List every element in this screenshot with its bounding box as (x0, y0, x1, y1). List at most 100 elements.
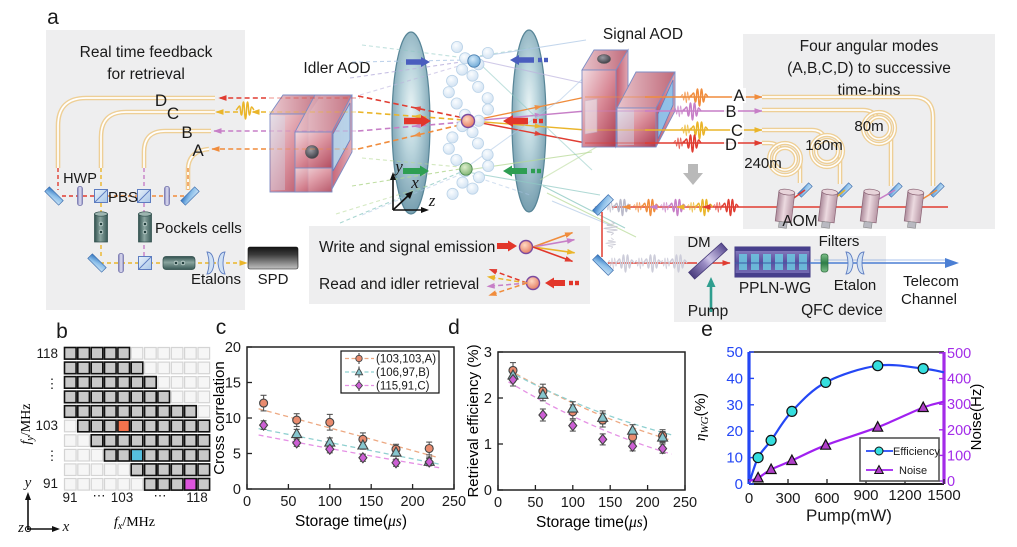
svg-text:20: 20 (726, 423, 743, 440)
svg-text:Real time feedback: Real time feedback (80, 44, 213, 61)
svg-text:0: 0 (745, 490, 753, 507)
svg-text:100: 100 (318, 494, 342, 510)
svg-text:91: 91 (62, 490, 77, 505)
svg-text:B: B (181, 123, 192, 142)
svg-text:PBS: PBS (108, 189, 138, 206)
svg-text:D: D (155, 91, 167, 110)
svg-text:0: 0 (484, 483, 492, 499)
svg-text:fy/MHz: fy/MHz (19, 403, 36, 444)
svg-text:e: e (701, 318, 713, 341)
svg-text:(A,B,C,D) to successive: (A,B,C,D) to successive (787, 60, 951, 77)
svg-text:AOM: AOM (782, 213, 817, 230)
svg-text:600: 600 (814, 490, 839, 507)
svg-text:Storage time(μs): Storage time(μs) (536, 514, 648, 531)
svg-text:ηWG(%): ηWG(%) (692, 393, 711, 441)
svg-text:5: 5 (233, 447, 241, 463)
svg-text:for retrieval: for retrieval (107, 66, 185, 83)
svg-text:250: 250 (442, 494, 466, 510)
svg-text:⋯: ⋯ (93, 488, 106, 503)
svg-text:a: a (47, 6, 59, 29)
svg-text:10: 10 (225, 411, 241, 427)
svg-text:0: 0 (947, 474, 955, 490)
svg-text:3: 3 (484, 345, 492, 361)
svg-text:Retrieval efficiency (%): Retrieval efficiency (%) (465, 344, 482, 497)
svg-text:2: 2 (484, 391, 492, 407)
svg-text:1500: 1500 (927, 487, 960, 504)
svg-text:DM: DM (687, 234, 710, 251)
svg-text:91: 91 (43, 476, 58, 491)
svg-text:200: 200 (635, 495, 659, 511)
svg-text:118: 118 (36, 346, 58, 361)
svg-text:x: x (62, 519, 70, 535)
svg-text:15: 15 (225, 376, 241, 392)
svg-text:Etalons: Etalons (191, 271, 241, 288)
svg-text:30: 30 (726, 397, 743, 414)
svg-text:d: d (448, 316, 460, 339)
svg-text:y: y (393, 157, 403, 176)
svg-text:Filters: Filters (819, 233, 860, 250)
svg-text:Storage time(μs): Storage time(μs) (295, 513, 407, 530)
svg-text:100: 100 (947, 448, 971, 464)
svg-text:0: 0 (243, 494, 251, 510)
svg-text:z: z (17, 520, 24, 536)
svg-text:Write and signal emission: Write and signal emission (319, 239, 495, 256)
svg-text:Four angular modes: Four angular modes (800, 38, 939, 55)
svg-text:160m: 160m (805, 137, 843, 154)
svg-text:Idler AOD: Idler AOD (303, 60, 370, 77)
svg-text:D: D (725, 136, 737, 154)
svg-text:(106,97,B): (106,97,B) (376, 367, 430, 379)
svg-text:240m: 240m (744, 155, 782, 172)
svg-text:Read and idler retrieval: Read and idler retrieval (319, 276, 479, 293)
svg-text:1: 1 (484, 437, 492, 453)
svg-text:Telecom: Telecom (903, 273, 959, 290)
svg-text:400: 400 (947, 372, 971, 388)
svg-text:Signal AOD: Signal AOD (603, 26, 683, 43)
svg-text:C: C (731, 122, 743, 140)
svg-text:(103,103,A): (103,103,A) (376, 354, 436, 366)
svg-text:y: y (23, 475, 32, 491)
svg-text:⋮: ⋮ (46, 376, 59, 391)
svg-text:20: 20 (225, 340, 241, 356)
svg-text:Channel: Channel (901, 291, 957, 308)
svg-text:300: 300 (947, 397, 971, 413)
svg-text:A: A (192, 141, 204, 160)
svg-text:(115,91,C): (115,91,C) (376, 381, 430, 393)
svg-text:50: 50 (527, 495, 543, 511)
svg-text:Pockels cells: Pockels cells (155, 220, 242, 237)
svg-text:Cross correlation: Cross correlation (211, 361, 228, 474)
svg-text:z: z (428, 191, 436, 210)
svg-text:100: 100 (561, 495, 585, 511)
svg-text:Etalon: Etalon (834, 277, 877, 294)
svg-text:x: x (410, 173, 419, 192)
svg-text:b: b (56, 320, 68, 343)
svg-text:Pump(mW): Pump(mW) (806, 506, 892, 525)
svg-text:Noise: Noise (899, 465, 927, 477)
svg-text:300: 300 (775, 490, 800, 507)
svg-text:50: 50 (726, 344, 743, 361)
svg-text:Pump: Pump (688, 303, 729, 320)
svg-text:PPLN-WG: PPLN-WG (739, 280, 811, 297)
svg-text:200: 200 (400, 494, 424, 510)
svg-text:c: c (216, 316, 227, 339)
svg-text:50: 50 (280, 494, 296, 510)
svg-text:⋯: ⋯ (154, 488, 167, 503)
svg-text:fx/MHz: fx/MHz (114, 515, 155, 532)
svg-text:900: 900 (853, 487, 878, 504)
svg-text:80m: 80m (854, 118, 883, 135)
svg-text:10: 10 (726, 450, 743, 467)
svg-text:A: A (733, 87, 744, 105)
svg-text:103: 103 (111, 490, 134, 505)
svg-text:103: 103 (35, 418, 58, 433)
svg-text:B: B (725, 103, 736, 121)
svg-text:0: 0 (233, 482, 241, 498)
svg-text:118: 118 (186, 490, 208, 505)
svg-text:0: 0 (494, 495, 502, 511)
svg-text:250: 250 (673, 495, 697, 511)
svg-text:40: 40 (726, 370, 743, 387)
svg-text:QFC device: QFC device (801, 302, 883, 319)
svg-text:Efficiency: Efficiency (893, 446, 940, 458)
svg-text:HWP: HWP (63, 171, 97, 187)
svg-text:⋮: ⋮ (46, 448, 59, 463)
svg-text:C: C (167, 104, 179, 123)
svg-text:150: 150 (359, 494, 383, 510)
